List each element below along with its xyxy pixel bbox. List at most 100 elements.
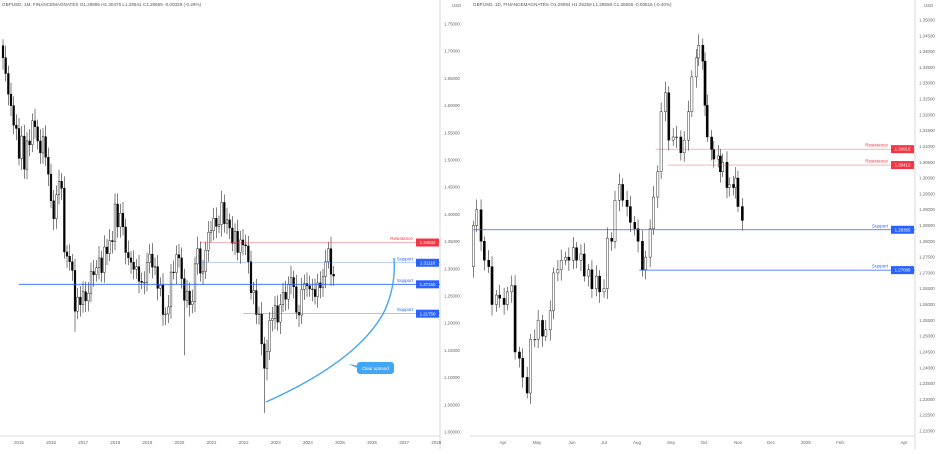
candle-up	[25, 140, 29, 170]
y-tick-label: 1.28000	[919, 239, 935, 244]
candle-up	[648, 228, 652, 258]
candle-up	[268, 320, 271, 352]
x-tick-label: Apr	[901, 440, 908, 445]
candle-up	[652, 196, 655, 229]
candle-up	[164, 313, 167, 315]
candle-up	[57, 181, 61, 196]
candle-up	[300, 289, 303, 316]
candle-down	[525, 377, 529, 394]
candle-up	[252, 290, 255, 293]
candle-down	[36, 126, 39, 142]
candle-down	[231, 227, 234, 244]
y-tick-label: 1.31500	[919, 128, 935, 133]
candle-up	[257, 313, 261, 315]
candle-up	[721, 162, 724, 172]
candle-up	[606, 237, 609, 289]
candle-up	[143, 282, 146, 284]
candle-up	[495, 294, 498, 305]
candle-up	[579, 253, 583, 261]
y-tick-label: 1.26500	[919, 286, 935, 291]
y-tick-label: 1.32500	[919, 97, 935, 102]
candle-down	[483, 241, 486, 261]
candle-up	[108, 240, 111, 254]
candle-down	[311, 288, 314, 290]
right-currency-label: USD	[924, 3, 933, 8]
y-tick-label: 1.33500	[919, 65, 935, 70]
candle-up	[76, 296, 79, 312]
candle-down	[667, 92, 671, 141]
resistance-label: Resistance	[390, 236, 413, 241]
candle-up	[321, 276, 325, 289]
y-tick-label: 1.22000	[919, 429, 935, 434]
candle-down	[68, 256, 71, 262]
candle-up	[217, 224, 221, 227]
candle-up	[472, 225, 475, 267]
candle-down	[183, 278, 186, 301]
left-chart-monthly[interactable]: GBPUSD, 1M, FINANCEMAGNATES O1.29885 H1.…	[0, 0, 461, 449]
candle-up	[145, 262, 149, 283]
support-price-tag	[416, 280, 439, 289]
candle-up	[41, 136, 45, 154]
candle-down	[223, 202, 226, 224]
candle-up	[201, 271, 205, 274]
candle-down	[490, 266, 494, 305]
candle-down	[247, 245, 250, 262]
x-tick-label: 2015	[14, 440, 24, 445]
candle-up	[175, 254, 178, 273]
candle-down	[100, 257, 103, 273]
candle-down	[236, 231, 239, 253]
candle-down	[161, 284, 165, 315]
candle-down	[180, 257, 183, 279]
candle-up	[571, 247, 575, 261]
candle-down	[39, 140, 42, 154]
candle-down	[629, 206, 632, 223]
candle-down	[582, 253, 586, 277]
candle-down	[23, 135, 26, 170]
candle-down	[129, 257, 133, 263]
candle-down	[124, 226, 127, 253]
candle-down	[52, 200, 55, 219]
candle-up	[148, 253, 151, 264]
candle-up	[135, 266, 138, 270]
support-label: Support	[397, 307, 414, 312]
callout-text: Clear uptrend	[362, 366, 389, 371]
candle-down	[60, 181, 63, 189]
candle-down	[701, 45, 705, 62]
candle-up	[89, 271, 93, 294]
candle-up	[233, 231, 237, 244]
candle-down	[712, 149, 716, 160]
right-chart-daily[interactable]: GBPUSD, 1D, FINANCEMAGNATES O1.29094 H1.…	[470, 0, 935, 449]
candle-down	[719, 155, 722, 172]
candle-up	[716, 155, 720, 160]
candle-down	[7, 73, 10, 95]
candle-down	[263, 343, 266, 369]
support-price-tag	[891, 225, 914, 234]
y-tick-label: 1.27500	[919, 255, 935, 260]
candle-down	[215, 218, 218, 227]
candle-down	[513, 285, 517, 353]
candle-down	[725, 162, 729, 188]
x-tick-label: 2016	[46, 440, 56, 445]
resistance-label: Resistance	[865, 159, 888, 164]
uptrend-annotation: Clear uptrend	[265, 257, 395, 403]
candle-up	[687, 111, 690, 141]
candle-up	[225, 219, 229, 224]
candle-down	[44, 136, 47, 158]
candle-up	[659, 111, 663, 172]
resistance-price-tag-text: 1.30412	[895, 163, 911, 168]
candle-up	[20, 135, 23, 159]
y-tick-label: 1.29500	[919, 191, 935, 196]
candle-down	[319, 282, 322, 289]
candle-down	[33, 120, 37, 128]
candle-up	[55, 194, 58, 219]
candle-up	[506, 291, 509, 305]
x-tick-label: 2017	[78, 440, 88, 445]
candle-up	[536, 320, 540, 340]
candle-down	[332, 274, 335, 277]
candle-up	[95, 267, 98, 275]
y-tick-label: 1.33000	[919, 81, 935, 86]
candle-down	[116, 203, 119, 228]
y-tick-label: 1.30500	[919, 160, 935, 165]
candle-up	[204, 250, 207, 272]
x-tick-label: Nov	[734, 440, 743, 445]
